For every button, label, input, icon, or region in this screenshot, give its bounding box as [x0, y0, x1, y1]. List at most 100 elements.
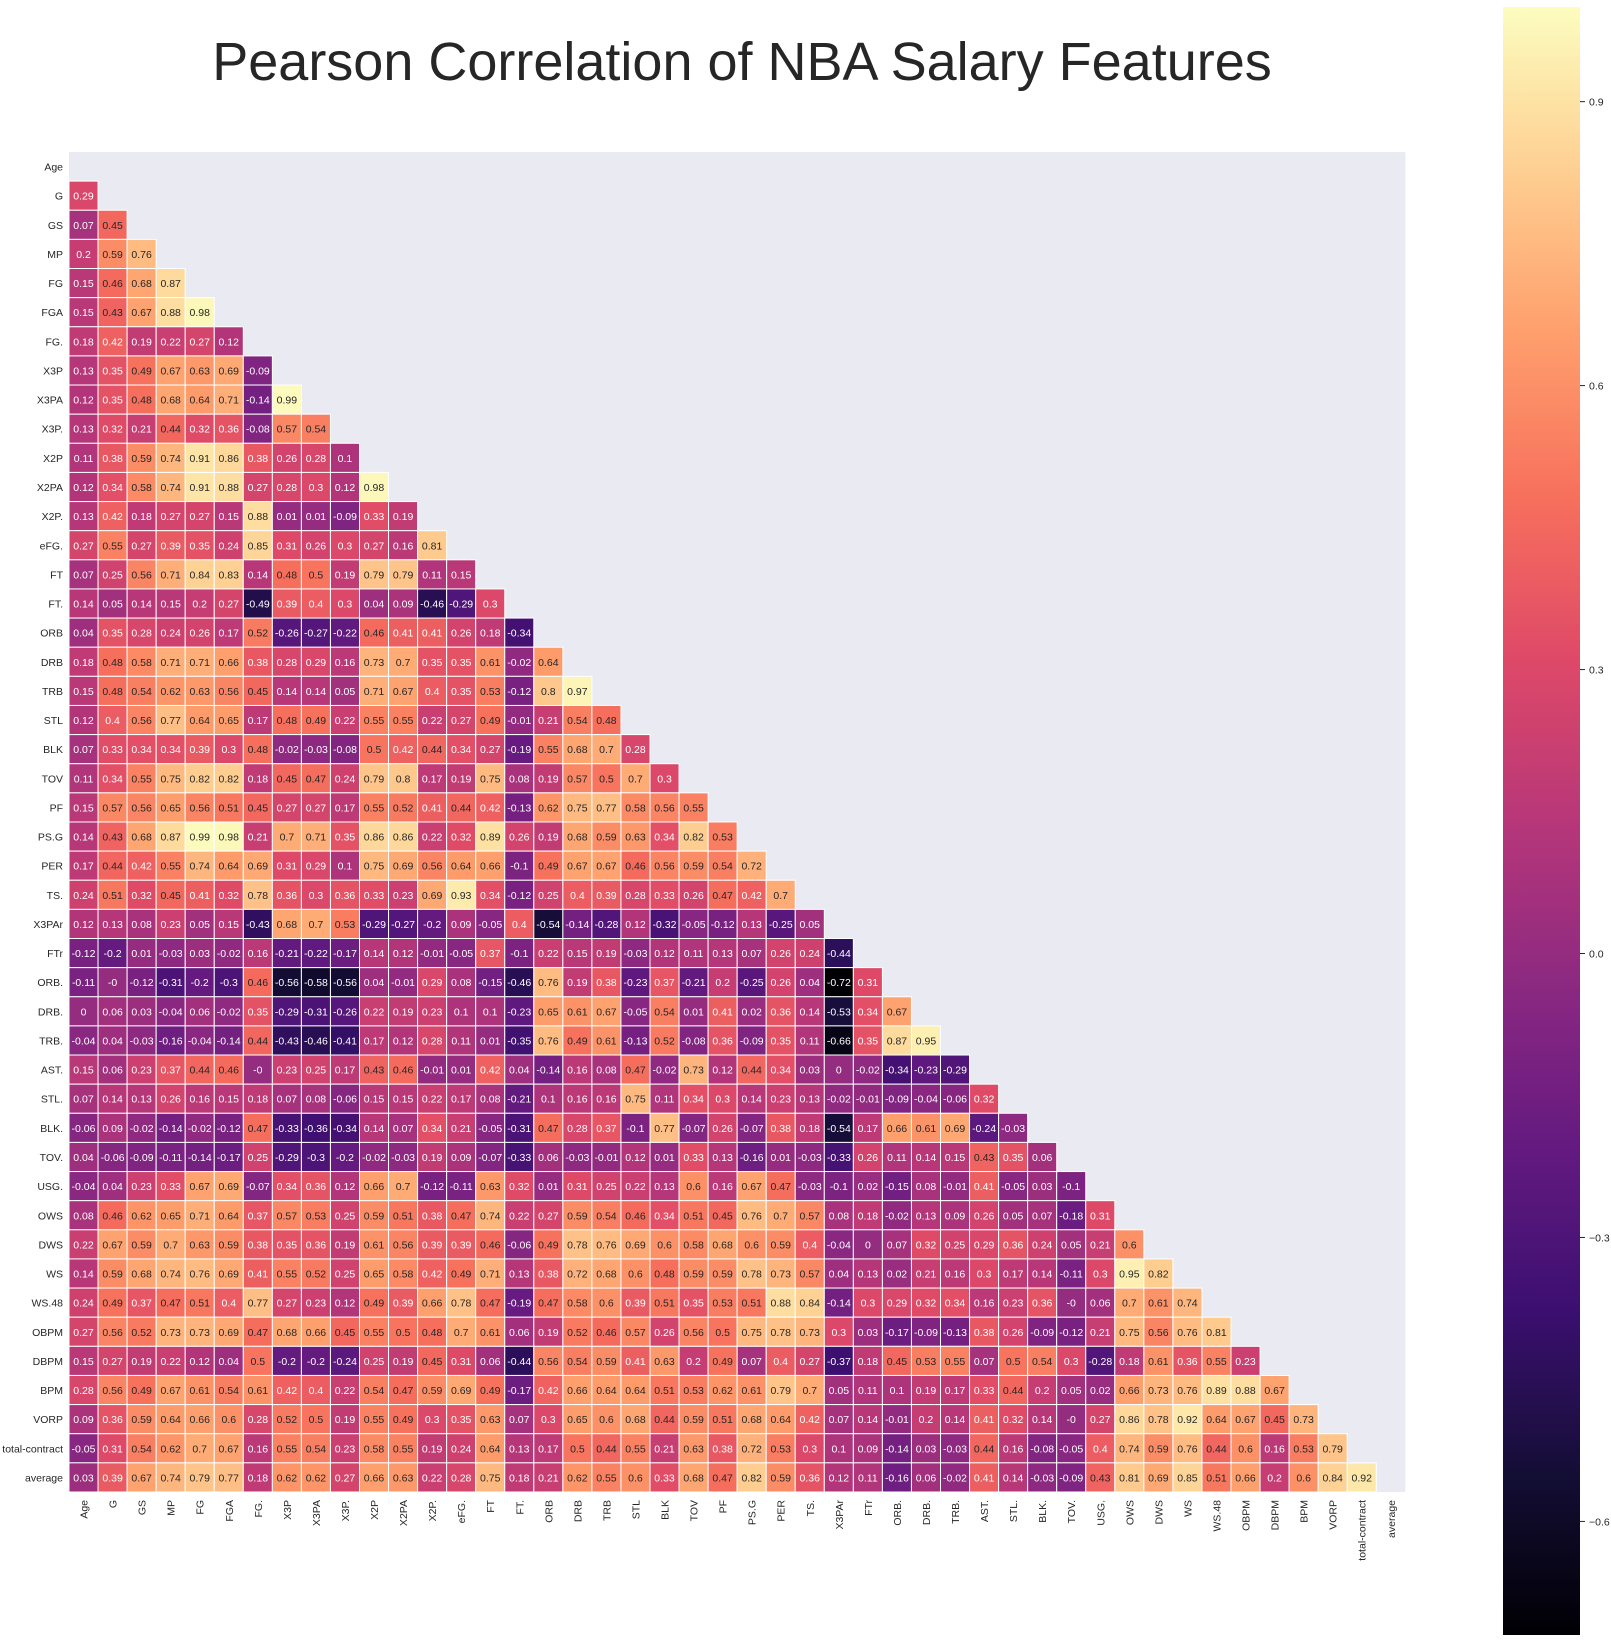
cell-ORB.-TOV [678, 967, 709, 998]
annotation-DRB.-FT.: -0.23 [507, 1006, 531, 1018]
annotation-TRB-DRB: 0.97 [567, 686, 588, 698]
annotation-PF-X2P.: 0.41 [422, 802, 443, 814]
cell-PF-eFG. [446, 792, 477, 823]
annotation-FT.-eFG.: -0.29 [449, 599, 473, 611]
annotation-OBPM-X2P: 0.55 [364, 1327, 385, 1339]
annotation-ORB.-G: -0 [108, 977, 117, 989]
cell-STL-DRB [562, 704, 593, 736]
cell-X3P-FG [184, 355, 215, 386]
cell-TOV.-FTr [852, 1141, 883, 1173]
annotation-PF-ORB: 0.62 [538, 802, 559, 814]
annotation-DBPM-TOV.: 0.3 [1064, 1356, 1079, 1368]
annotation-VORP-X2P.: 0.3 [425, 1414, 440, 1426]
annotation-WS-STL: 0.6 [628, 1269, 643, 1281]
cell-USG.-FG. [242, 1171, 273, 1202]
annotation-STL-X2P.: 0.22 [422, 715, 443, 727]
annotation-DWS-TS.: 0.4 [802, 1239, 817, 1251]
cell-AST.-MP [155, 1054, 186, 1085]
annotation-PF-X3P: 0.27 [277, 802, 298, 814]
annotation-STL.-DRB.: -0.04 [914, 1094, 938, 1106]
cell-TOV.-G [97, 1141, 128, 1173]
annotation-FG-GS: 0.68 [131, 278, 152, 290]
annotation-FTr-G: -0.2 [104, 948, 122, 960]
annotation-TS.-PS.G: 0.42 [741, 890, 762, 902]
annotation-BLK.-PER: 0.38 [771, 1123, 792, 1135]
annotation-ORB.-X3P.: -0.56 [333, 977, 357, 989]
annotation-OBPM-X2P.: 0.48 [422, 1327, 443, 1339]
cell-TRB.-FTr [852, 1025, 883, 1056]
annotation-TRB-G: 0.48 [102, 686, 123, 698]
cell-TRB.-DRB [562, 1025, 593, 1056]
annotation-ORB.-X3PA: -0.58 [304, 977, 328, 989]
annotation-PER-FG: 0.74 [190, 861, 211, 873]
cell-AST.-PS.G [736, 1054, 767, 1085]
annotation-PER-eFG.: 0.64 [451, 861, 472, 873]
annotation-TOV.-FG.: 0.25 [248, 1152, 269, 1164]
y-tick-label-FT: FT [50, 569, 63, 581]
annotation-ORB.-MP: -0.31 [159, 977, 183, 989]
annotation-STL-MP: 0.77 [160, 715, 181, 727]
annotation-AST.-eFG.: 0.01 [451, 1065, 472, 1077]
annotation-VORP-AST.: 0.41 [974, 1414, 995, 1426]
cell-X2PA-Age [68, 471, 99, 503]
annotation-PS.G-TOV: 0.82 [683, 832, 704, 844]
annotation-AST.-PER: 0.34 [771, 1065, 792, 1077]
annotation-VORP-TRB: 0.6 [599, 1414, 614, 1426]
annotation-OWS-ORB.: -0.02 [885, 1210, 909, 1222]
annotation-X2P.-MP: 0.27 [160, 511, 181, 523]
annotation-AST.-TRB.: -0.29 [943, 1065, 967, 1077]
annotation-BLK.-FG.: 0.47 [248, 1123, 269, 1135]
annotation-OBPM-DRB.: -0.09 [914, 1327, 938, 1339]
cell-FT.-MP [155, 588, 186, 619]
y-tick-label-G: G [55, 191, 63, 203]
annotation-VORP-BPM: 0.73 [1293, 1414, 1314, 1426]
annotation-BLK.-FTr: 0.17 [858, 1123, 879, 1135]
annotation-TOV.-DRB.: 0.14 [916, 1152, 937, 1164]
annotation-STL.-X2P: 0.15 [364, 1094, 385, 1106]
annotation-AST.-BLK: -0.02 [653, 1065, 677, 1077]
y-tick-label-ORB: ORB [40, 628, 63, 640]
annotation-AST.-MP: 0.37 [160, 1065, 181, 1077]
cell-BLK-X3PA [300, 734, 331, 765]
annotation-total-contract-WS: 0.76 [1177, 1443, 1198, 1455]
annotation-DBPM-FG.: 0.5 [251, 1356, 266, 1368]
cell-STL.-TS. [794, 1083, 825, 1114]
annotation-average-X2P: 0.66 [364, 1472, 385, 1484]
annotation-STL-GS: 0.56 [131, 715, 152, 727]
annotation-DWS-FG.: 0.38 [248, 1239, 269, 1251]
annotation-TRB-eFG.: 0.35 [451, 686, 472, 698]
y-tick-label-OWS: OWS [38, 1210, 63, 1222]
annotation-AST.-FG: 0.44 [190, 1065, 211, 1077]
y-tick-label-WS.48: WS.48 [31, 1298, 63, 1310]
cell-PS.G-ORB [533, 821, 564, 852]
annotation-average-FT.: 0.18 [509, 1472, 530, 1484]
annotation-PF-FT: 0.42 [480, 802, 501, 814]
annotation-WS-AST.: 0.3 [977, 1269, 992, 1281]
annotation-DBPM-TOV: 0.2 [686, 1356, 701, 1368]
annotation-total-contract-eFG.: 0.24 [451, 1443, 472, 1455]
annotation-DBPM-FT.: -0.44 [507, 1356, 531, 1368]
cell-X2PA-X3P [271, 471, 302, 503]
annotation-WS-TOV.: -0.11 [1060, 1269, 1083, 1281]
cell-X3PAr-TOV [678, 908, 709, 940]
annotation-OWS-X2PA: 0.51 [393, 1210, 414, 1222]
annotation-FT-eFG.: 0.15 [451, 569, 472, 581]
cell-BLK-GS [126, 734, 157, 765]
x-tick-label-ORB: ORB [543, 1500, 555, 1523]
y-tick-label-BLK: BLK [43, 744, 63, 756]
cell-BLK.-X3P. [329, 1112, 361, 1143]
annotation-DWS-PS.G: 0.6 [744, 1239, 759, 1251]
cell-TRB.-DRB. [910, 1025, 942, 1056]
annotation-ORB-X2PA: 0.41 [393, 628, 414, 640]
annotation-VORP-TRB.: 0.14 [945, 1414, 966, 1426]
annotation-VORP-TS.: 0.42 [800, 1414, 821, 1426]
annotation-average-TRB.: -0.02 [943, 1472, 967, 1484]
annotation-WS-TS.: 0.57 [800, 1269, 821, 1281]
annotation-total-contract-ORB: 0.17 [538, 1443, 559, 1455]
cell-ORB-GS [126, 617, 157, 648]
annotation-DBPM-WS: 0.36 [1177, 1356, 1198, 1368]
annotation-BLK.-eFG.: 0.21 [451, 1123, 472, 1135]
annotation-X3P.-FG: 0.32 [190, 424, 211, 436]
cell-TRB.-FT. [504, 1025, 535, 1056]
annotation-X3PAr-TS.: 0.05 [800, 919, 821, 931]
